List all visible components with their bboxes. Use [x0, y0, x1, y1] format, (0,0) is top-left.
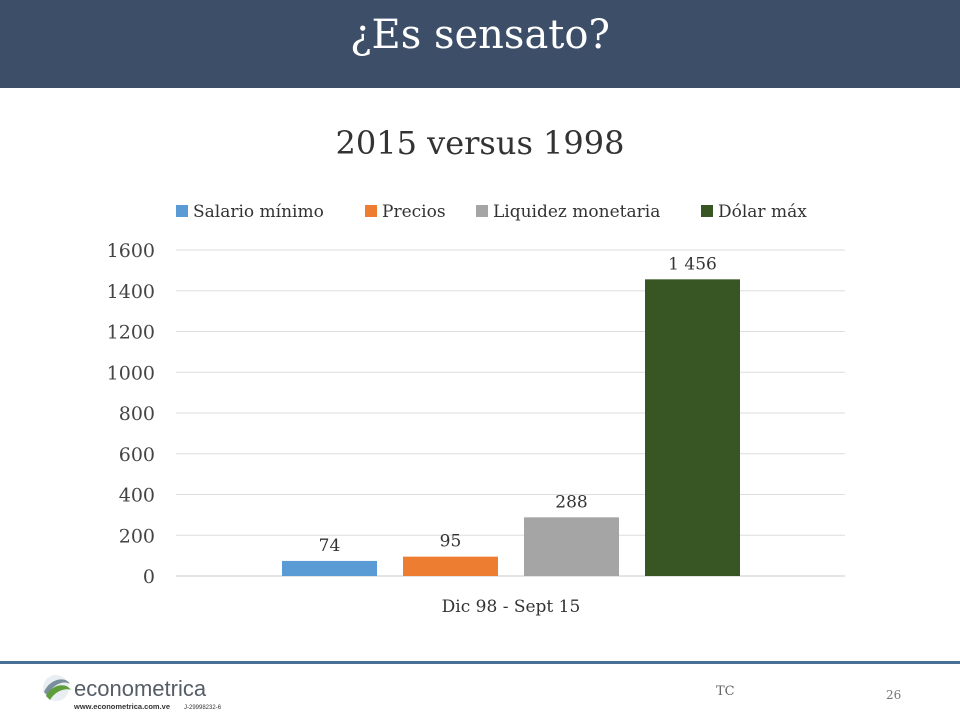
econometrica-logo: econometrica www.econometrica.com.ve J-2… [43, 675, 222, 711]
legend-label: Liquidez monetaria [493, 202, 660, 222]
bar-1 [282, 560, 377, 576]
legend-swatch [176, 205, 188, 217]
y-tick-label: 200 [119, 525, 155, 547]
logo-brand: econometrica [74, 676, 207, 701]
legend-label: Precios [382, 202, 446, 222]
y-tick-label: 0 [143, 566, 155, 588]
bar-2 [403, 556, 498, 576]
legend-item: Salario mínimo [176, 202, 324, 222]
legend-swatch [365, 205, 377, 217]
y-tick-label: 1600 [107, 240, 155, 262]
legend-item: Dólar máx [701, 202, 807, 222]
y-tick-label: 1400 [107, 281, 155, 303]
bar-3 [524, 517, 619, 576]
bar-4 [645, 279, 740, 576]
legend-swatch [476, 205, 488, 217]
slide-header: ¿Es sensato? [0, 0, 960, 88]
data-label: 74 [319, 536, 341, 556]
page-number: 26 [886, 688, 902, 702]
y-tick-label: 400 [119, 485, 155, 507]
y-tick-label: 1000 [107, 362, 155, 384]
x-category-label: Dic 98 - Sept 15 [442, 597, 581, 617]
logo-url: www.econometrica.com.ve [73, 702, 170, 711]
footer-text: TC [716, 684, 735, 699]
bar-chart: 0 200 400 600 800 1000 1200 1400 1600 74 95 288 1 45… [107, 202, 845, 617]
legend-item: Liquidez monetaria [476, 202, 660, 222]
legend-label: Salario mínimo [193, 202, 324, 222]
data-label: 1 456 [668, 254, 717, 274]
y-tick-label: 600 [119, 444, 155, 466]
legend-label: Dólar máx [718, 202, 807, 222]
legend-item: Precios [365, 202, 446, 222]
data-label: 95 [440, 532, 462, 552]
y-tick-label: 1200 [107, 322, 155, 344]
globe-icon [43, 675, 71, 701]
footer-divider [0, 661, 960, 664]
legend-swatch [701, 205, 713, 217]
y-tick-label: 800 [119, 403, 155, 425]
data-label: 288 [555, 492, 587, 512]
logo-rif: J-29998232-6 [184, 705, 222, 711]
slide-title: ¿Es sensato? [350, 12, 610, 58]
chart-title: 2015 versus 1998 [335, 124, 625, 162]
